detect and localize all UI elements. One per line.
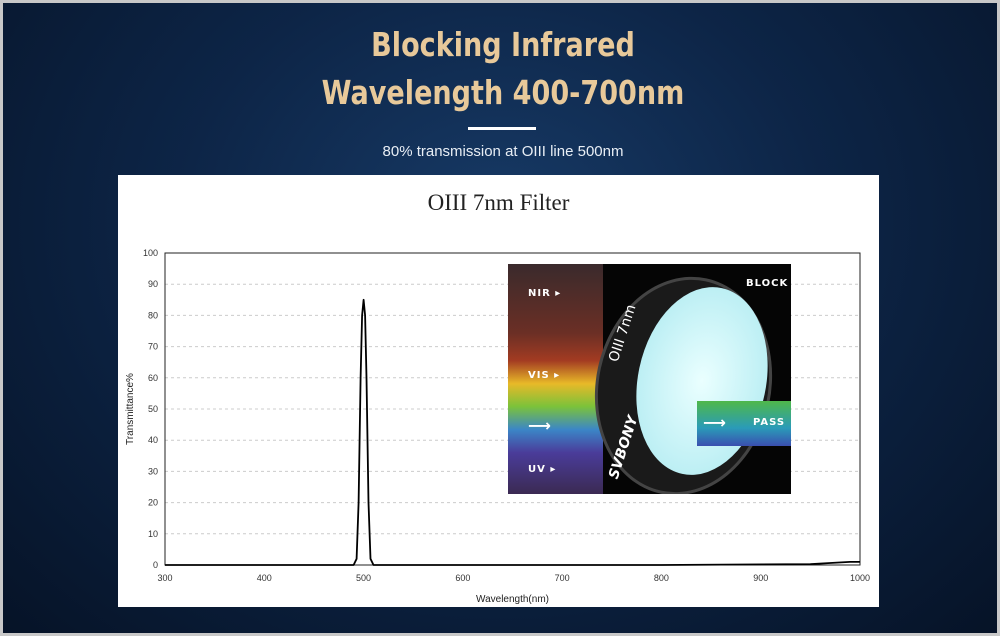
y-axis-label: Transmittance% [125,373,136,445]
y-tick-label: 10 [148,529,158,539]
uv-label: UV ▸ [528,464,557,475]
transmittance-chart: 0 10 20 30 40 50 60 70 80 90 100 300 400 500 600 700 800… [125,248,870,605]
series-line [165,298,860,566]
chart-title: OIII 7nm Filter [427,190,570,215]
vis-label: VIS ▸ [528,370,561,381]
x-tick-label: 800 [654,573,669,583]
y-tick-label: 80 [148,310,158,320]
y-tick-label: 40 [148,435,158,445]
filter-product-image: SVBONY OIII 7nm NIR ▸ VIS ▸ UV ▸ ⟶ BLOCK… [508,264,791,494]
nir-label: NIR ▸ [528,288,562,299]
y-tick-label: 50 [148,404,158,414]
y-tick-label: 20 [148,498,158,508]
y-tick-label: 30 [148,466,158,476]
chart-card: OIII 7nm Filter 0 10 20 30 40 50 60 70 80 90 100 30… [118,175,879,607]
pass-band: ⟶ PASS [697,401,791,446]
x-tick-label: 1000 [850,573,870,583]
x-tick-label: 900 [753,573,768,583]
y-tick-label: 0 [153,560,158,570]
headline-line1: Blocking Infrared [371,25,635,64]
headline-line2: Wavelength 400-700nm [321,73,685,112]
block-label: BLOCK [746,278,789,289]
pass-label: PASS [753,417,786,428]
x-tick-label: 400 [257,573,272,583]
x-tick-label: 700 [555,573,570,583]
x-axis-label: Wavelength(nm) [476,594,549,605]
y-tick-label: 70 [148,342,158,352]
y-tick-label: 90 [148,279,158,289]
x-tick-label: 600 [455,573,470,583]
subtitle: 80% transmission at OIII line 500nm [382,143,624,160]
x-tick-label: 500 [356,573,371,583]
y-tick-label: 100 [143,248,158,258]
x-tick-label: 300 [157,573,172,583]
arrow-out-icon: ⟶ [703,413,727,432]
divider [468,127,536,130]
arrow-in-icon: ⟶ [528,416,552,435]
y-tick-label: 60 [148,373,158,383]
